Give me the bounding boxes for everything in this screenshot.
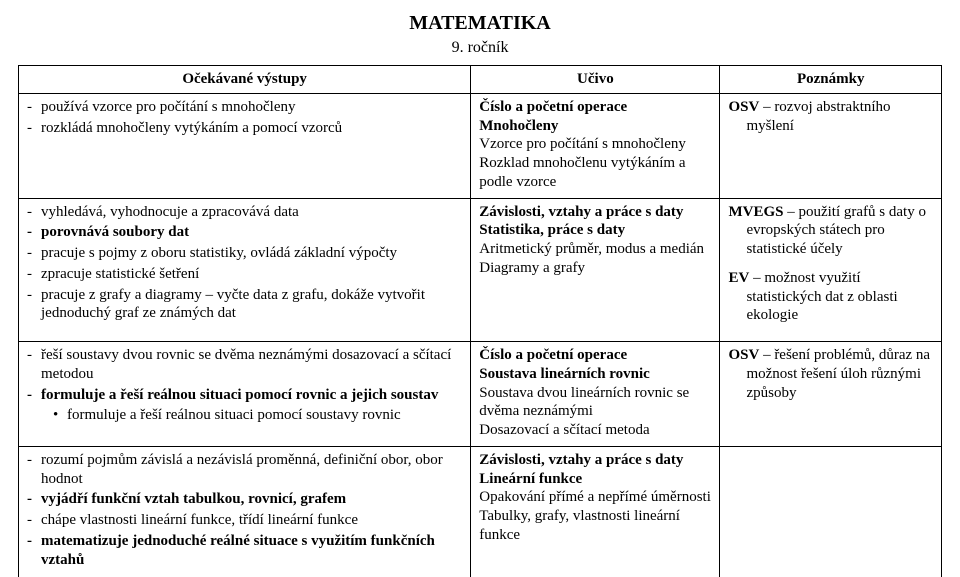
cell-notes bbox=[720, 446, 942, 577]
outcome-item: pracuje s pojmy z oboru statistiky, ovlá… bbox=[27, 244, 462, 263]
outcome-item: matematizuje jednoduché reálné situace s… bbox=[27, 532, 462, 570]
cell-outcomes: vyhledává, vyhodnocuje a zpracovává data… bbox=[19, 198, 471, 342]
outcome-item: pracuje z grafy a diagramy – vyčte data … bbox=[27, 286, 462, 324]
note-lead: OSV bbox=[728, 347, 759, 363]
cell-outcomes: používá vzorce pro počítání s mnohočleny… bbox=[19, 93, 471, 198]
topic-heading: Číslo a početní operace bbox=[479, 98, 711, 117]
cell-notes: OSV – řešení problémů, důraz na možnost … bbox=[720, 342, 942, 447]
topic-subheading: Soustava lineárních rovnic bbox=[479, 365, 711, 384]
header-notes: Poznámky bbox=[720, 66, 942, 94]
cell-topic: Číslo a početní operace Mnohočleny Vzorc… bbox=[471, 93, 720, 198]
cell-outcomes: řeší soustavy dvou rovnic se dvěma nezná… bbox=[19, 342, 471, 447]
topic-line: Opakování přímé a nepřímé úměrnosti bbox=[479, 488, 711, 507]
topic-subheading: Statistika, práce s daty bbox=[479, 221, 711, 240]
cell-topic: Číslo a početní operace Soustava lineárn… bbox=[471, 342, 720, 447]
note-indent: statistických dat z oblasti ekologie bbox=[728, 288, 933, 326]
note-rest: – možnost využití bbox=[749, 270, 860, 286]
topic-line: Aritmetický průměr, modus a medián bbox=[479, 240, 711, 259]
outcome-item: vyjádří funkční vztah tabulkou, rovnicí,… bbox=[27, 490, 462, 509]
cell-notes: OSV – rozvoj abstraktního myšlení bbox=[720, 93, 942, 198]
note-indent: evropských státech pro statistické účely bbox=[728, 221, 933, 259]
outcome-item: řeší soustavy dvou rovnic se dvěma nezná… bbox=[27, 346, 462, 384]
page-root: MATEMATIKA 9. ročník Očekávané výstupy U… bbox=[0, 0, 960, 577]
note-lead: EV bbox=[728, 270, 749, 286]
note-lead: MVEGS bbox=[728, 204, 783, 220]
cell-topic: Závislosti, vztahy a práce s daty Lineár… bbox=[471, 446, 720, 577]
outcome-item: rozkládá mnohočleny vytýkáním a pomocí v… bbox=[27, 119, 462, 138]
outcome-item: porovnává soubory dat bbox=[27, 223, 462, 242]
topic-line: Vzorce pro počítání s mnohočleny bbox=[479, 135, 711, 154]
topic-heading: Závislosti, vztahy a práce s daty bbox=[479, 451, 711, 470]
outcome-subitem: formuluje a řeší reálnou situaci pomocí … bbox=[53, 406, 462, 425]
cell-outcomes: rozumí pojmům závislá a nezávislá proměn… bbox=[19, 446, 471, 577]
cell-notes: MVEGS – použití grafů s daty o evropskýc… bbox=[720, 198, 942, 342]
doc-title: MATEMATIKA bbox=[18, 12, 942, 35]
table-header-row: Očekávané výstupy Učivo Poznámky bbox=[19, 66, 942, 94]
note-rest: – řešení problémů, důraz na bbox=[759, 347, 930, 363]
topic-line: Tabulky, grafy, vlastnosti lineární funk… bbox=[479, 507, 711, 545]
doc-subtitle: 9. ročník bbox=[18, 39, 942, 57]
note-indent: možnost řešení úloh různými způsoby bbox=[728, 365, 933, 403]
table-row: používá vzorce pro počítání s mnohočleny… bbox=[19, 93, 942, 198]
outcome-item: chápe vlastnosti lineární funkce, třídí … bbox=[27, 511, 462, 530]
topic-heading: Číslo a početní operace bbox=[479, 346, 711, 365]
note-rest: – použití grafů s daty o bbox=[783, 204, 925, 220]
note-indent: myšlení bbox=[728, 117, 933, 136]
topic-line: Rozklad mnohočlenu vytýkáním a podle vzo… bbox=[479, 154, 711, 192]
table-row: řeší soustavy dvou rovnic se dvěma nezná… bbox=[19, 342, 942, 447]
topic-heading: Závislosti, vztahy a práce s daty bbox=[479, 203, 711, 222]
header-outcomes: Očekávané výstupy bbox=[19, 66, 471, 94]
note-lead: OSV bbox=[728, 99, 759, 115]
outcome-item: používá vzorce pro počítání s mnohočleny bbox=[27, 98, 462, 117]
outcome-item: rozumí pojmům závislá a nezávislá proměn… bbox=[27, 451, 462, 489]
table-row: rozumí pojmům závislá a nezávislá proměn… bbox=[19, 446, 942, 577]
outcome-item: formuluje a řeší reálnou situaci pomocí … bbox=[27, 386, 462, 405]
note-rest: – rozvoj abstraktního bbox=[759, 99, 890, 115]
outcome-item: zpracuje statistické šetření bbox=[27, 265, 462, 284]
cell-topic: Závislosti, vztahy a práce s daty Statis… bbox=[471, 198, 720, 342]
topic-subheading: Mnohočleny bbox=[479, 117, 711, 136]
table-row: vyhledává, vyhodnocuje a zpracovává data… bbox=[19, 198, 942, 342]
topic-subheading: Lineární funkce bbox=[479, 470, 711, 489]
curriculum-table: Očekávané výstupy Učivo Poznámky používá… bbox=[18, 65, 942, 577]
topic-line: Diagramy a grafy bbox=[479, 259, 711, 278]
outcome-item: vyhledává, vyhodnocuje a zpracovává data bbox=[27, 203, 462, 222]
topic-line: Dosazovací a sčítací metoda bbox=[479, 421, 711, 440]
header-topic: Učivo bbox=[471, 66, 720, 94]
topic-line: Soustava dvou lineárních rovnic se dvěma… bbox=[479, 384, 711, 422]
